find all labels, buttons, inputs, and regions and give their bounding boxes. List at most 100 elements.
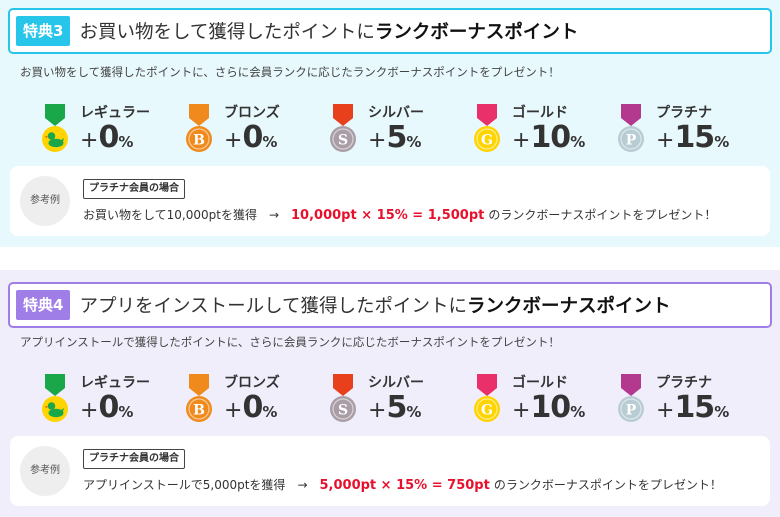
benefit-3-example: 参考例 プラチナ会員の場合 お買い物をして10,000ptを獲得 → 10,000p…: [10, 166, 770, 236]
rank-bonus: +15%: [656, 390, 729, 425]
rank-item: レギュラー +0%: [40, 370, 180, 430]
rank-bonus-unit: %: [262, 133, 278, 151]
example-base-text: アプリインストールで5,000ptを獲得: [83, 478, 286, 492]
bronze-medal-icon: B: [186, 374, 212, 422]
benefit-4-section: 特典4 アプリをインストールして獲得したポイントにランクボーナスポイント アプリ…: [0, 270, 780, 517]
rank-bonus-plus: +: [224, 128, 243, 153]
benefit-3-title: お買い物をして獲得したポイントにランクボーナスポイント: [79, 18, 578, 44]
rank-item: G ゴールド +10%: [472, 370, 612, 430]
svg-text:G: G: [481, 133, 493, 149]
duck-medal-icon: [42, 104, 68, 152]
gold-medal-icon: G: [474, 374, 500, 422]
svg-text:S: S: [338, 133, 348, 149]
rank-item: B ブロンズ +0%: [184, 370, 324, 430]
rank-bonus-unit: %: [406, 403, 422, 421]
rank-bonus-plus: +: [224, 398, 243, 423]
rank-bonus: +0%: [224, 120, 277, 155]
rank-name: ゴールド: [512, 375, 568, 391]
example-result-text: のランクボーナスポイントをプレゼント！: [488, 208, 717, 222]
svg-text:P: P: [626, 403, 637, 419]
gold-medal-icon: G: [474, 104, 500, 152]
rank-bonus-unit: %: [570, 403, 586, 421]
benefit-4-title-prefix: アプリをインストールして獲得したポイントに: [79, 296, 468, 317]
rank-bonus-plus: +: [512, 128, 531, 153]
rank-item: G ゴールド +10%: [472, 100, 612, 160]
svg-text:B: B: [193, 133, 205, 149]
example-case-label: プラチナ会員の場合: [83, 449, 185, 469]
rank-bonus-value: 10: [530, 120, 571, 155]
svg-text:B: B: [193, 403, 205, 419]
rank-bonus: +0%: [80, 120, 133, 155]
rank-bonus-value: 15: [674, 390, 715, 425]
rank-bonus-value: 0: [242, 390, 263, 425]
rank-name: ゴールド: [512, 105, 568, 121]
rank-name: レギュラー: [80, 375, 150, 391]
benefit-3-title-prefix: お買い物をして獲得したポイントに: [79, 22, 375, 43]
example-base-text: お買い物をして10,000ptを獲得: [83, 208, 257, 222]
rank-bonus-unit: %: [714, 133, 730, 151]
rank-bonus: +0%: [224, 390, 277, 425]
benefit-3-header: 特典3 お買い物をして獲得したポイントにランクボーナスポイント: [8, 8, 772, 54]
rank-bonus-value: 0: [98, 120, 119, 155]
rank-bonus: +15%: [656, 120, 729, 155]
rank-bonus-plus: +: [368, 128, 387, 153]
rank-bonus-unit: %: [118, 403, 134, 421]
example-calculation: 5,000pt × 15% = 750pt: [319, 478, 490, 493]
rank-bonus-unit: %: [262, 403, 278, 421]
rank-bonus-value: 0: [98, 390, 119, 425]
rank-bonus-plus: +: [80, 128, 99, 153]
benefit-3-description: お買い物をして獲得したポイントに、さらに会員ランクに応じたランクボーナスポイント…: [20, 65, 560, 79]
rank-name: プラチナ: [656, 375, 712, 391]
rank-bonus: +0%: [80, 390, 133, 425]
rank-bonus-plus: +: [656, 398, 675, 423]
rank-item: P プラチナ +15%: [616, 100, 756, 160]
example-formula: アプリインストールで5,000ptを獲得 → 5,000pt × 15% = 750…: [83, 476, 722, 493]
rank-bonus-unit: %: [714, 403, 730, 421]
benefit-3-badge: 特典3: [16, 16, 71, 46]
rank-name: レギュラー: [80, 105, 150, 121]
bronze-medal-icon: B: [186, 104, 212, 152]
rank-name: ブロンズ: [224, 375, 280, 391]
rank-bonus-plus: +: [80, 398, 99, 423]
benefit-3-section: 特典3 お買い物をして獲得したポイントにランクボーナスポイント お買い物をして獲…: [0, 0, 780, 247]
rank-bonus-unit: %: [406, 133, 422, 151]
rank-bonus: +10%: [512, 390, 585, 425]
example-calculation: 10,000pt × 15% = 1,500pt: [291, 208, 485, 223]
rank-bonus: +10%: [512, 120, 585, 155]
platinum-medal-icon: P: [618, 104, 644, 152]
benefit-4-description: アプリインストールで獲得したポイントに、さらに会員ランクに応じたボーナスポイント…: [20, 335, 560, 349]
rank-item: B ブロンズ +0%: [184, 100, 324, 160]
benefit-4-badge: 特典4: [16, 290, 71, 320]
benefit-3-rank-list: レギュラー +0% B ブロンズ +0% S シルバー +5% G ゴールド +10% P プラチナ +1…: [0, 100, 780, 160]
rank-bonus-plus: +: [656, 128, 675, 153]
silver-medal-icon: S: [330, 104, 356, 152]
example-circle: 参考例: [20, 446, 70, 496]
rank-bonus-value: 5: [386, 390, 407, 425]
rank-bonus-unit: %: [118, 133, 134, 151]
rank-bonus: +5%: [368, 120, 421, 155]
rank-bonus: +5%: [368, 390, 421, 425]
rank-item: S シルバー +5%: [328, 100, 468, 160]
benefit-4-rank-list: レギュラー +0% B ブロンズ +0% S シルバー +5% G ゴールド +10% P プラチナ +1…: [0, 370, 780, 430]
silver-medal-icon: S: [330, 374, 356, 422]
duck-medal-icon: [42, 374, 68, 422]
rank-name: シルバー: [368, 375, 424, 391]
rank-bonus-value: 0: [242, 120, 263, 155]
example-result-text: のランクボーナスポイントをプレゼント！: [493, 478, 722, 492]
svg-text:P: P: [626, 133, 637, 149]
example-case-label: プラチナ会員の場合: [83, 179, 185, 199]
arrow-right-icon: →: [268, 208, 280, 222]
svg-text:G: G: [481, 403, 493, 419]
example-formula: お買い物をして10,000ptを獲得 → 10,000pt × 15% = 1,50…: [83, 206, 716, 223]
benefit-4-header: 特典4 アプリをインストールして獲得したポイントにランクボーナスポイント: [8, 282, 772, 328]
rank-item: P プラチナ +15%: [616, 370, 756, 430]
benefit-3-title-bold: ランクボーナスポイント: [374, 22, 579, 43]
rank-name: シルバー: [368, 105, 424, 121]
rank-item: S シルバー +5%: [328, 370, 468, 430]
svg-text:S: S: [338, 403, 348, 419]
benefit-4-title-bold: ランクボーナスポイント: [467, 296, 671, 317]
rank-item: レギュラー +0%: [40, 100, 180, 160]
platinum-medal-icon: P: [618, 374, 644, 422]
arrow-right-icon: →: [297, 478, 308, 492]
rank-name: ブロンズ: [224, 105, 280, 121]
